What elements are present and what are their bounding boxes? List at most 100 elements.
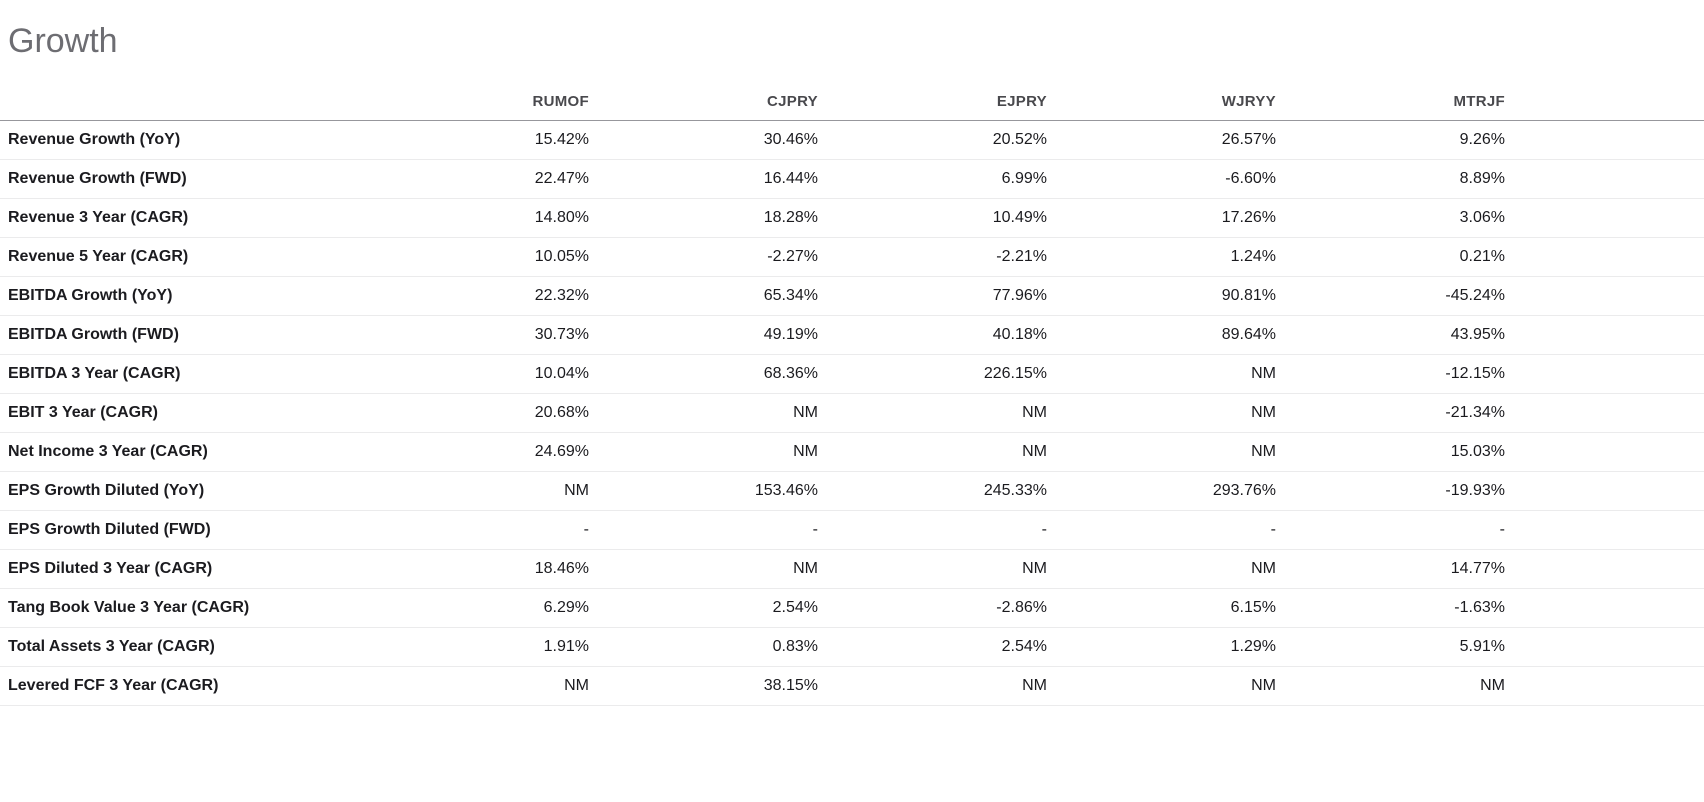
metric-value: 10.05% xyxy=(360,237,589,277)
table-row: Total Assets 3 Year (CAGR) 1.91% 0.83% 2… xyxy=(0,627,1704,667)
metric-value: 6.99% xyxy=(818,159,1047,199)
metric-value: - xyxy=(360,510,589,550)
ticker-column-header[interactable]: CJPRY xyxy=(589,82,818,121)
metric-label: EBITDA Growth (YoY) xyxy=(0,276,360,316)
table-row: Revenue 5 Year (CAGR) 10.05% -2.27% -2.2… xyxy=(0,237,1704,277)
table-row: Net Income 3 Year (CAGR) 24.69% NM NM NM… xyxy=(0,432,1704,472)
ticker-column-header[interactable]: MTRJF xyxy=(1276,82,1704,121)
metric-value: NM xyxy=(360,471,589,511)
metric-value: -21.34% xyxy=(1276,393,1704,433)
metric-label: Levered FCF 3 Year (CAGR) xyxy=(0,666,360,706)
metric-value: 293.76% xyxy=(1047,471,1276,511)
metric-column-header xyxy=(0,82,360,121)
table-header-row: RUMOF CJPRY EJPRY WJRYY MTRJF xyxy=(0,82,1704,121)
metric-label: EPS Diluted 3 Year (CAGR) xyxy=(0,549,360,589)
metric-value: 6.15% xyxy=(1047,588,1276,628)
metric-value: 14.77% xyxy=(1276,549,1704,589)
metric-value: NM xyxy=(589,549,818,589)
metric-label: Revenue Growth (YoY) xyxy=(0,120,360,160)
metric-value: 10.49% xyxy=(818,198,1047,238)
metric-value: NM xyxy=(1047,666,1276,706)
metric-label: Total Assets 3 Year (CAGR) xyxy=(0,627,360,667)
table-row: EBITDA Growth (YoY) 22.32% 65.34% 77.96%… xyxy=(0,276,1704,316)
metric-value: 30.73% xyxy=(360,315,589,355)
metric-value: -2.21% xyxy=(818,237,1047,277)
metric-label: Revenue Growth (FWD) xyxy=(0,159,360,199)
metric-value: 24.69% xyxy=(360,432,589,472)
metric-value: 20.68% xyxy=(360,393,589,433)
metric-value: 18.46% xyxy=(360,549,589,589)
metric-value: 43.95% xyxy=(1276,315,1704,355)
table-row: Levered FCF 3 Year (CAGR) NM 38.15% NM N… xyxy=(0,666,1704,706)
metric-value: NM xyxy=(589,393,818,433)
table-row: Revenue Growth (YoY) 15.42% 30.46% 20.52… xyxy=(0,120,1704,160)
metric-value: 89.64% xyxy=(1047,315,1276,355)
metric-value: 153.46% xyxy=(589,471,818,511)
metric-value: - xyxy=(1047,510,1276,550)
metric-value: NM xyxy=(1047,432,1276,472)
table-row: Revenue 3 Year (CAGR) 14.80% 18.28% 10.4… xyxy=(0,198,1704,238)
ticker-column-header[interactable]: EJPRY xyxy=(818,82,1047,121)
metric-value: 1.91% xyxy=(360,627,589,667)
metric-label: EPS Growth Diluted (YoY) xyxy=(0,471,360,511)
metric-value: 8.89% xyxy=(1276,159,1704,199)
metric-value: 22.47% xyxy=(360,159,589,199)
metric-label: Net Income 3 Year (CAGR) xyxy=(0,432,360,472)
ticker-column-header[interactable]: WJRYY xyxy=(1047,82,1276,121)
metric-value: NM xyxy=(818,393,1047,433)
metric-value: 90.81% xyxy=(1047,276,1276,316)
metric-value: -1.63% xyxy=(1276,588,1704,628)
metric-value: 49.19% xyxy=(589,315,818,355)
metric-value: -45.24% xyxy=(1276,276,1704,316)
metric-value: 0.83% xyxy=(589,627,818,667)
metric-label: EPS Growth Diluted (FWD) xyxy=(0,510,360,550)
metric-value: 17.26% xyxy=(1047,198,1276,238)
metric-value: 30.46% xyxy=(589,120,818,160)
metric-value: NM xyxy=(818,432,1047,472)
table-row: EPS Growth Diluted (YoY) NM 153.46% 245.… xyxy=(0,471,1704,511)
metric-value: 40.18% xyxy=(818,315,1047,355)
metric-value: 77.96% xyxy=(818,276,1047,316)
metric-value: NM xyxy=(818,666,1047,706)
growth-metrics-table: RUMOF CJPRY EJPRY WJRYY MTRJF Revenue Gr… xyxy=(0,82,1704,706)
metric-value: NM xyxy=(818,549,1047,589)
metric-value: -6.60% xyxy=(1047,159,1276,199)
metric-value: 2.54% xyxy=(589,588,818,628)
metric-value: NM xyxy=(589,432,818,472)
metric-label: Tang Book Value 3 Year (CAGR) xyxy=(0,588,360,628)
metric-value: 16.44% xyxy=(589,159,818,199)
metric-value: NM xyxy=(1276,666,1704,706)
metric-value: 1.29% xyxy=(1047,627,1276,667)
metric-value: 14.80% xyxy=(360,198,589,238)
table-row: Tang Book Value 3 Year (CAGR) 6.29% 2.54… xyxy=(0,588,1704,628)
ticker-column-header[interactable]: RUMOF xyxy=(360,82,589,121)
metric-value: 15.03% xyxy=(1276,432,1704,472)
metric-value: 1.24% xyxy=(1047,237,1276,277)
metric-value: 5.91% xyxy=(1276,627,1704,667)
metric-value: -2.27% xyxy=(589,237,818,277)
metric-value: 38.15% xyxy=(589,666,818,706)
metric-value: - xyxy=(818,510,1047,550)
metric-value: 18.28% xyxy=(589,198,818,238)
metric-value: 9.26% xyxy=(1276,120,1704,160)
metric-value: 68.36% xyxy=(589,354,818,394)
metric-value: - xyxy=(1276,510,1704,550)
metric-value: -2.86% xyxy=(818,588,1047,628)
metric-label: EBITDA Growth (FWD) xyxy=(0,315,360,355)
metric-value: 10.04% xyxy=(360,354,589,394)
metric-value: - xyxy=(589,510,818,550)
metric-value: -12.15% xyxy=(1276,354,1704,394)
table-row: EPS Growth Diluted (FWD) - - - - - xyxy=(0,510,1704,550)
metric-value: 2.54% xyxy=(818,627,1047,667)
metric-value: 65.34% xyxy=(589,276,818,316)
metric-value: 245.33% xyxy=(818,471,1047,511)
metric-value: NM xyxy=(1047,549,1276,589)
metric-value: 20.52% xyxy=(818,120,1047,160)
metric-value: -19.93% xyxy=(1276,471,1704,511)
page-title: Growth xyxy=(8,22,118,60)
metric-label: Revenue 3 Year (CAGR) xyxy=(0,198,360,238)
metric-label: EBITDA 3 Year (CAGR) xyxy=(0,354,360,394)
table-row: EPS Diluted 3 Year (CAGR) 18.46% NM NM N… xyxy=(0,549,1704,589)
table-row: EBIT 3 Year (CAGR) 20.68% NM NM NM -21.3… xyxy=(0,393,1704,433)
metric-value: 0.21% xyxy=(1276,237,1704,277)
